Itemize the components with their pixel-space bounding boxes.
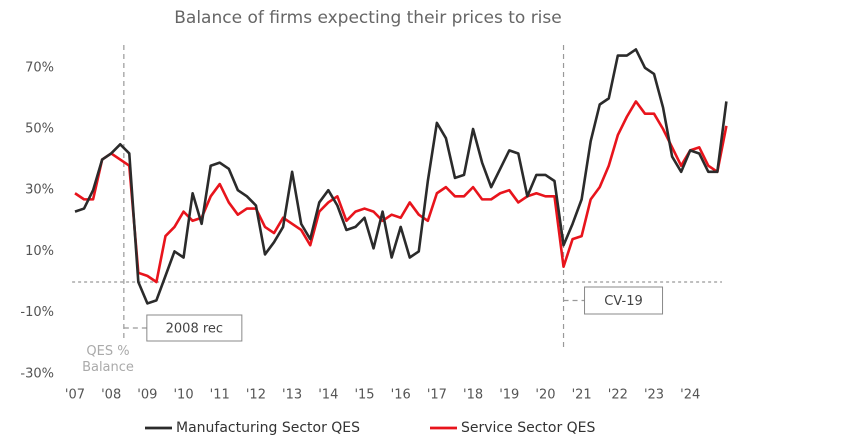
x-tick-label: '19 xyxy=(499,388,519,403)
x-tick-label: '12 xyxy=(246,388,266,403)
x-tick-label: '16 xyxy=(391,388,411,403)
series-line xyxy=(74,48,728,305)
x-tick-label: '18 xyxy=(463,388,483,403)
annotation-label: 2008 rec xyxy=(166,322,223,337)
x-tick-label: '11 xyxy=(210,388,230,403)
annotation-box xyxy=(146,314,243,342)
y-tick-label: 70% xyxy=(25,60,54,75)
x-tick-label: '21 xyxy=(572,388,592,403)
x-tick-label: '17 xyxy=(427,388,447,403)
y-tick-label: -10% xyxy=(20,305,54,320)
chart-title: Balance of firms expecting their prices … xyxy=(174,8,561,28)
legend-label: Manufacturing Sector QES xyxy=(176,420,360,436)
y-tick-label: 10% xyxy=(25,244,54,259)
annotation-label: CV-19 xyxy=(604,294,642,309)
x-tick-label: '20 xyxy=(535,388,555,403)
series-line xyxy=(74,100,728,284)
y-tick-label: 30% xyxy=(25,183,54,198)
x-tick-label: '23 xyxy=(644,388,664,403)
x-tick-label: '14 xyxy=(318,388,338,403)
annotation-box xyxy=(584,286,664,315)
x-tick-label: '07 xyxy=(65,388,85,403)
y-tick-label: -30% xyxy=(20,366,54,381)
x-tick-label: '24 xyxy=(680,388,700,403)
y-axis-label: QES % Balance xyxy=(82,344,134,375)
x-tick-label: '08 xyxy=(101,388,121,403)
x-tick-label: '22 xyxy=(608,388,628,403)
x-tick-label: '10 xyxy=(173,388,193,403)
x-tick-label: '13 xyxy=(282,388,302,403)
y-tick-label: 50% xyxy=(25,121,54,136)
x-tick-label: '09 xyxy=(137,388,157,403)
legend-label: Service Sector QES xyxy=(461,420,596,436)
x-tick-label: '15 xyxy=(354,388,374,403)
